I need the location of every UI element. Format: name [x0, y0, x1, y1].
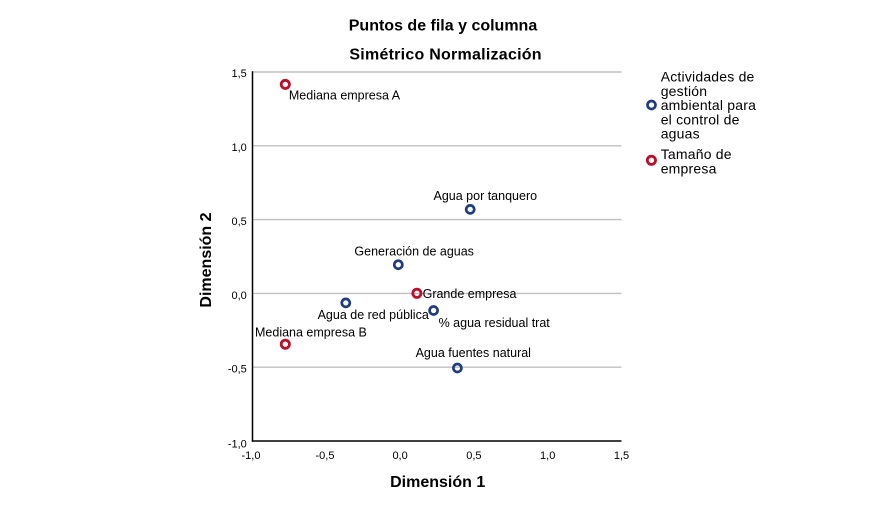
svg-text:Generación de aguas: Generación de aguas — [354, 244, 474, 258]
svg-text:gestión: gestión — [661, 83, 708, 99]
svg-text:1,0: 1,0 — [232, 142, 247, 154]
svg-text:Dimensión 1: Dimensión 1 — [390, 474, 485, 491]
svg-text:-1,0: -1,0 — [228, 439, 247, 451]
svg-text:1,0: 1,0 — [540, 450, 555, 462]
svg-text:-0,5: -0,5 — [316, 450, 335, 462]
svg-text:0,0: 0,0 — [392, 450, 407, 462]
svg-text:0,5: 0,5 — [232, 216, 247, 228]
svg-text:Tamaño de: Tamaño de — [661, 146, 732, 162]
svg-text:Grande empresa: Grande empresa — [423, 287, 517, 301]
svg-text:-1,0: -1,0 — [242, 450, 261, 462]
svg-text:empresa: empresa — [661, 161, 717, 177]
svg-text:% agua residual trat: % agua residual trat — [439, 316, 551, 330]
svg-text:aguas: aguas — [661, 126, 700, 142]
svg-text:Mediana empresa A: Mediana empresa A — [289, 89, 401, 103]
svg-text:Agua fuentes natural: Agua fuentes natural — [416, 346, 531, 360]
svg-text:1,5: 1,5 — [614, 450, 629, 462]
svg-text:el control de: el control de — [661, 111, 740, 127]
svg-text:1,5: 1,5 — [232, 68, 247, 80]
svg-text:Dimensión 2: Dimensión 2 — [198, 212, 215, 307]
svg-text:0,0: 0,0 — [232, 290, 247, 302]
svg-text:Simétrico Normalización: Simétrico Normalización — [349, 46, 541, 63]
svg-text:Actividades de: Actividades de — [661, 68, 755, 84]
svg-text:Agua de red pública: Agua de red pública — [318, 308, 429, 322]
svg-text:-0,5: -0,5 — [228, 364, 247, 376]
svg-text:Agua por tanquero: Agua por tanquero — [434, 189, 538, 203]
svg-text:ambiental para: ambiental para — [661, 97, 756, 113]
svg-text:0,5: 0,5 — [466, 450, 481, 462]
svg-text:Puntos de fila y columna: Puntos de fila y columna — [349, 17, 538, 34]
svg-text:Mediana empresa B: Mediana empresa B — [255, 326, 367, 340]
